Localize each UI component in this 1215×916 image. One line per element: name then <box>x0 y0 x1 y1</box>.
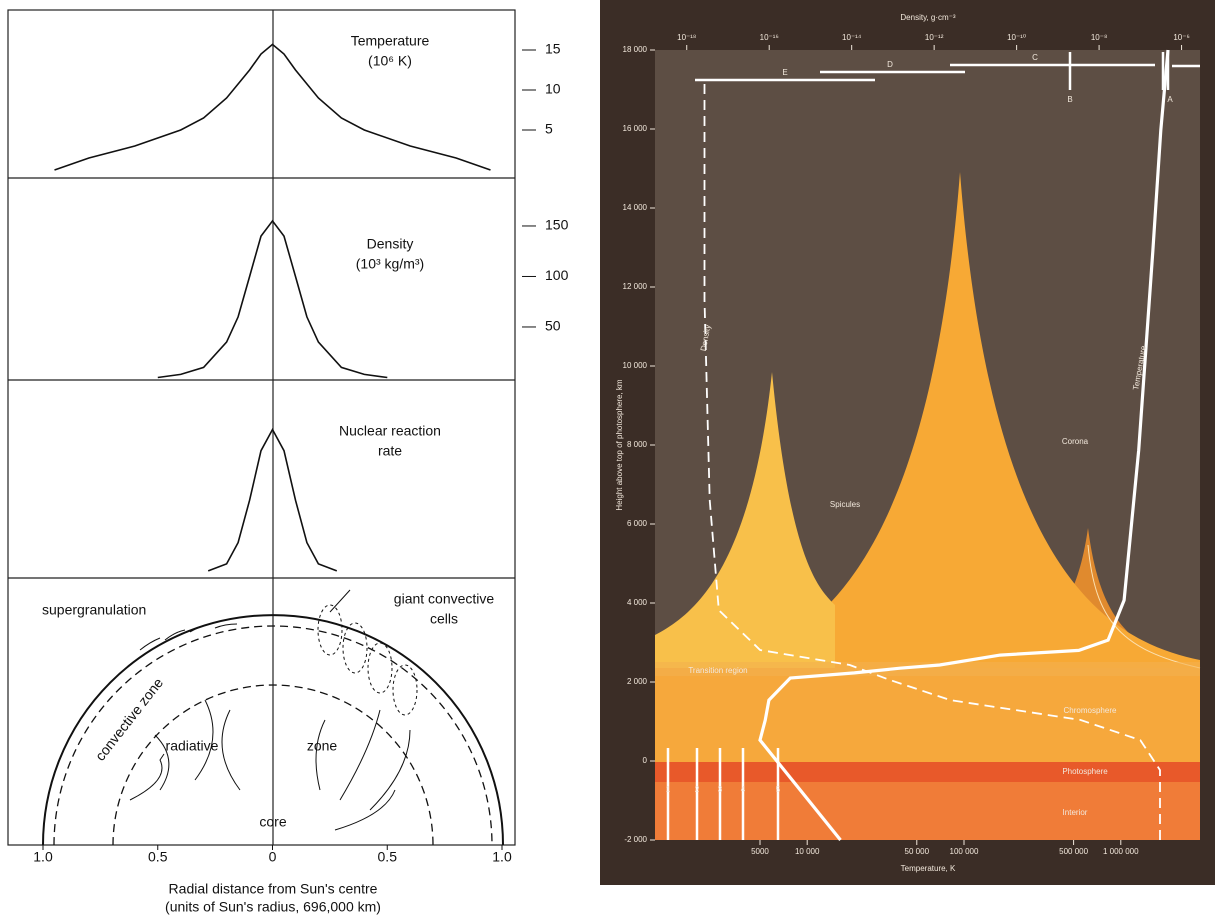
panel-title: (10⁶ K) <box>368 53 412 69</box>
diagram-label: zone <box>307 738 338 754</box>
series-line <box>758 49 1170 842</box>
x2-tick-label: 10⁻¹⁸ <box>677 33 696 42</box>
y-tick-label: -2 000 <box>624 835 647 844</box>
y-tick-label: 5 <box>545 121 553 137</box>
x2-tick-label: 10⁻¹⁰ <box>1007 33 1026 42</box>
x2-tick-label: 10⁻¹⁶ <box>760 33 779 42</box>
y-tick-label: 18 000 <box>623 45 648 54</box>
y-tick-label: 10 <box>545 81 561 97</box>
y-tick-label: 100 <box>545 267 569 283</box>
x-tick-label: 1.0 <box>33 849 53 865</box>
x-tick-label: 100 000 <box>950 847 979 856</box>
annotation: Interior <box>1063 808 1088 817</box>
y-axis-label: Height above top of photosphere, km <box>615 379 624 511</box>
annotation: 4 <box>741 785 746 794</box>
diagram-label: cells <box>430 611 458 627</box>
panel-title: rate <box>378 443 402 459</box>
annotation: Corona <box>1062 437 1089 446</box>
y-tick-label: 8 000 <box>627 440 648 449</box>
annotation: D <box>887 60 893 69</box>
series-line <box>157 219 388 379</box>
annotation: 2 <box>695 785 700 794</box>
right-art <box>600 0 1215 885</box>
annotation: 5 <box>776 785 781 794</box>
x-axis-label: Temperature, K <box>901 864 956 873</box>
panel-title: (10³ kg/m³) <box>356 256 424 272</box>
y-tick-label: 12 000 <box>623 282 648 291</box>
y-tick-label: 14 000 <box>623 203 648 212</box>
x-tick-label: 1.0 <box>492 849 512 865</box>
y-tick-label: 6 000 <box>627 519 648 528</box>
left-frame <box>7 9 516 846</box>
annotation: C <box>1032 53 1038 62</box>
diagram-label: giant convective <box>394 591 495 607</box>
x-tick-label: 10 000 <box>795 847 820 856</box>
annotation: A <box>1167 95 1173 104</box>
panel-title: Temperature <box>351 33 430 49</box>
x-tick-label: 0 <box>269 849 277 865</box>
x2-tick-label: 10⁻⁶ <box>1173 33 1189 42</box>
x-tick-label: 0.5 <box>378 849 398 865</box>
panel-title: Density <box>367 236 414 252</box>
y-tick-label: 150 <box>545 217 569 233</box>
annotation: Spicules <box>830 500 860 509</box>
x-axis-label: (units of Sun's radius, 696,000 km) <box>165 899 381 915</box>
series-line <box>54 43 491 171</box>
x-tick-label: 500 000 <box>1059 847 1088 856</box>
annotation: Photosphere <box>1062 767 1108 776</box>
x-axis-label: Radial distance from Sun's centre <box>169 881 378 897</box>
diagram-label: radiative <box>166 738 219 754</box>
annotation: 3 <box>718 785 723 794</box>
annotation: E <box>782 68 787 77</box>
diagram-label: supergranulation <box>42 602 146 618</box>
x-tick-label: 50 000 <box>905 847 930 856</box>
x-tick-label: 0.5 <box>148 849 168 865</box>
sun-diagram <box>42 589 504 846</box>
y-tick-label: 16 000 <box>623 124 648 133</box>
diagram-label: core <box>259 814 286 830</box>
y-tick-label: 50 <box>545 318 561 334</box>
annotation: 1 <box>666 785 671 794</box>
y-tick-label: 4 000 <box>627 598 648 607</box>
diagram-label: convective zone <box>92 675 167 764</box>
annotation: Transition region <box>688 666 747 675</box>
x2-tick-label: 10⁻¹⁴ <box>842 33 862 42</box>
y-tick-label: 2 000 <box>627 677 648 686</box>
panel-title: Nuclear reaction <box>339 423 441 439</box>
y-tick-label: 0 <box>643 756 648 765</box>
series-line <box>207 427 338 572</box>
x2-tick-label: 10⁻⁸ <box>1091 33 1108 42</box>
x2-axis-label: Density, g·cm⁻³ <box>900 13 956 22</box>
y-tick-label: 10 000 <box>623 361 648 370</box>
annotation: B <box>1067 95 1072 104</box>
x2-tick-label: 10⁻¹² <box>925 33 944 42</box>
x-tick-label: 5000 <box>751 847 769 856</box>
x-tick-label: 1 000 000 <box>1103 847 1139 856</box>
annotation: Chromosphere <box>1064 706 1117 715</box>
series-line <box>703 80 1161 840</box>
y-tick-label: 15 <box>545 41 561 57</box>
